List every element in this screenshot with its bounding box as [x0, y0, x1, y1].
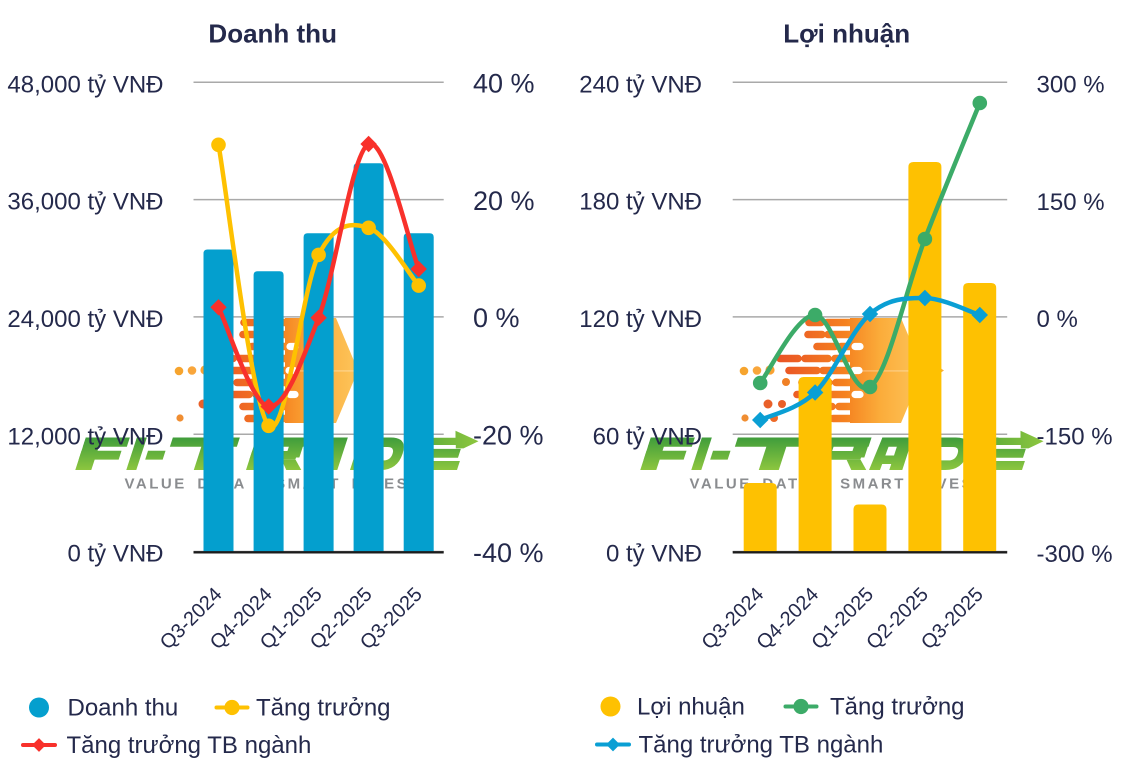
- svg-text:-20 %: -20 %: [473, 421, 544, 451]
- svg-text:Tăng trưởng: Tăng trưởng: [830, 694, 965, 721]
- svg-text:Doanh thu: Doanh thu: [208, 19, 337, 49]
- svg-text:Lợi nhuận: Lợi nhuận: [637, 694, 745, 721]
- svg-text:0 %: 0 %: [473, 303, 520, 333]
- svg-text:-150 %: -150 %: [1037, 424, 1113, 451]
- svg-text:0 %: 0 %: [1037, 306, 1078, 333]
- svg-text:240 tỷ VNĐ: 240 tỷ VNĐ: [579, 71, 702, 98]
- svg-text:24,000 tỷ VNĐ: 24,000 tỷ VNĐ: [7, 306, 163, 333]
- svg-text:48,000 tỷ VNĐ: 48,000 tỷ VNĐ: [7, 71, 163, 98]
- svg-text:36,000 tỷ VNĐ: 36,000 tỷ VNĐ: [7, 189, 163, 216]
- svg-text:Tăng trưởng: Tăng trưởng: [256, 695, 391, 722]
- svg-text:-40 %: -40 %: [473, 538, 544, 568]
- svg-text:150 %: 150 %: [1037, 189, 1105, 216]
- svg-text:40 %: 40 %: [473, 69, 535, 99]
- svg-text:0 tỷ VNĐ: 0 tỷ VNĐ: [67, 541, 163, 568]
- svg-text:12,000 tỷ VNĐ: 12,000 tỷ VNĐ: [7, 423, 163, 450]
- svg-text:Tăng trưởng TB ngành: Tăng trưởng TB ngành: [639, 732, 884, 759]
- svg-text:120 tỷ VNĐ: 120 tỷ VNĐ: [579, 306, 702, 333]
- svg-text:Lợi nhuận: Lợi nhuận: [783, 19, 910, 49]
- svg-text:20 %: 20 %: [473, 186, 535, 216]
- svg-text:Doanh thu: Doanh thu: [68, 695, 179, 722]
- svg-text:180 tỷ VNĐ: 180 tỷ VNĐ: [579, 189, 702, 216]
- svg-text:300 %: 300 %: [1037, 72, 1105, 99]
- svg-text:60 tỷ VNĐ: 60 tỷ VNĐ: [593, 423, 702, 450]
- svg-text:0 tỷ VNĐ: 0 tỷ VNĐ: [606, 541, 702, 568]
- svg-text:Tăng trưởng TB ngành: Tăng trưởng TB ngành: [67, 732, 312, 759]
- svg-text:-300 %: -300 %: [1037, 541, 1113, 568]
